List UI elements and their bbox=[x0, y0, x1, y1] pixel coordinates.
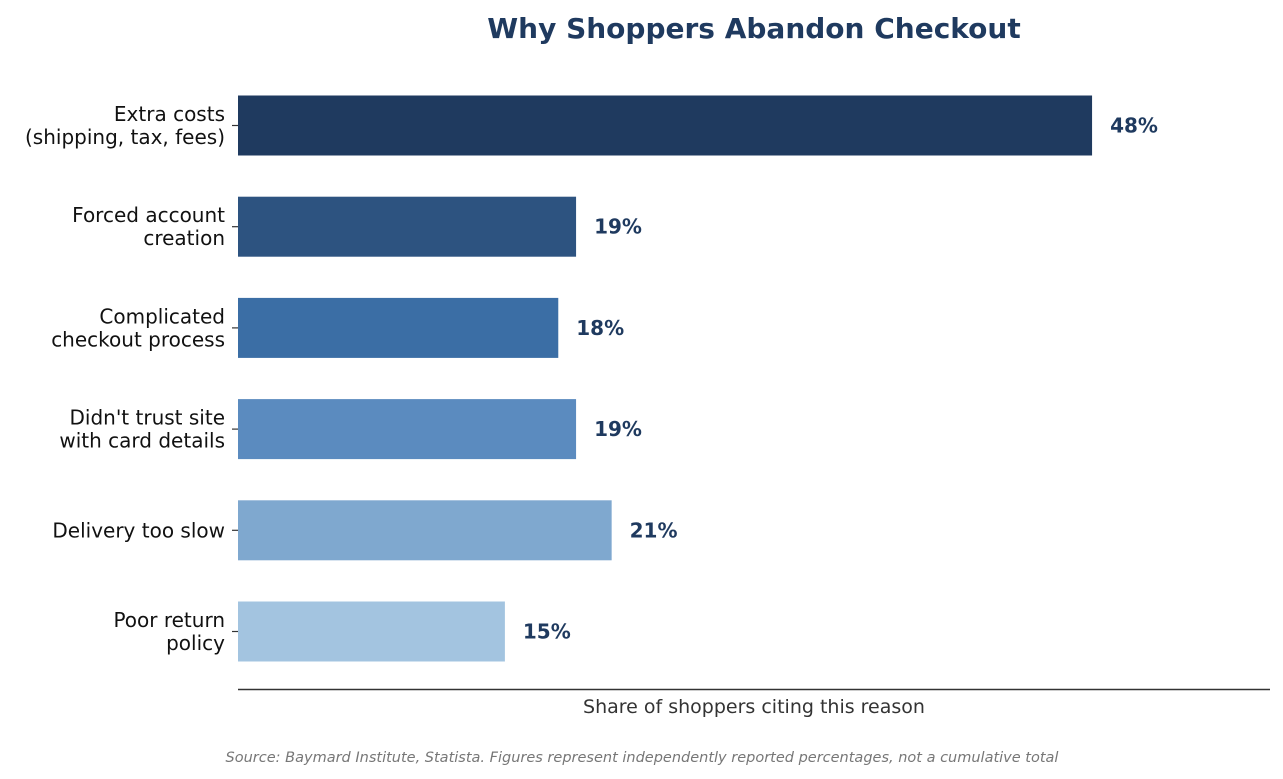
bar bbox=[238, 297, 559, 358]
data-label: 18% bbox=[576, 316, 624, 340]
data-label: 21% bbox=[630, 518, 678, 542]
bar bbox=[238, 196, 577, 257]
y-tick-label: Poor return policy bbox=[113, 608, 225, 655]
x-axis-label: Share of shoppers citing this reason bbox=[583, 696, 925, 718]
data-label: 48% bbox=[1110, 114, 1158, 138]
chart-title: Why Shoppers Abandon Checkout bbox=[487, 12, 1020, 45]
y-tick-label: Extra costs (shipping, tax, fees) bbox=[25, 102, 225, 149]
bar bbox=[238, 601, 505, 662]
y-tick-label: Forced account creation bbox=[72, 203, 225, 250]
bar bbox=[238, 399, 577, 460]
data-label: 19% bbox=[594, 417, 642, 441]
bars-layer: Extra costs (shipping, tax, fees) 48% Force… bbox=[25, 95, 1158, 662]
source-note: Source: Baymard Institute, Statista. Fig… bbox=[226, 750, 1059, 766]
bar bbox=[238, 95, 1093, 156]
bar bbox=[238, 500, 612, 561]
y-tick-label: Delivery too slow bbox=[52, 518, 225, 542]
data-label: 19% bbox=[594, 215, 642, 239]
data-label: 15% bbox=[523, 620, 571, 644]
y-tick-label: Complicated checkout process bbox=[51, 304, 225, 351]
y-tick-label: Didn't trust site with card details bbox=[59, 406, 225, 453]
